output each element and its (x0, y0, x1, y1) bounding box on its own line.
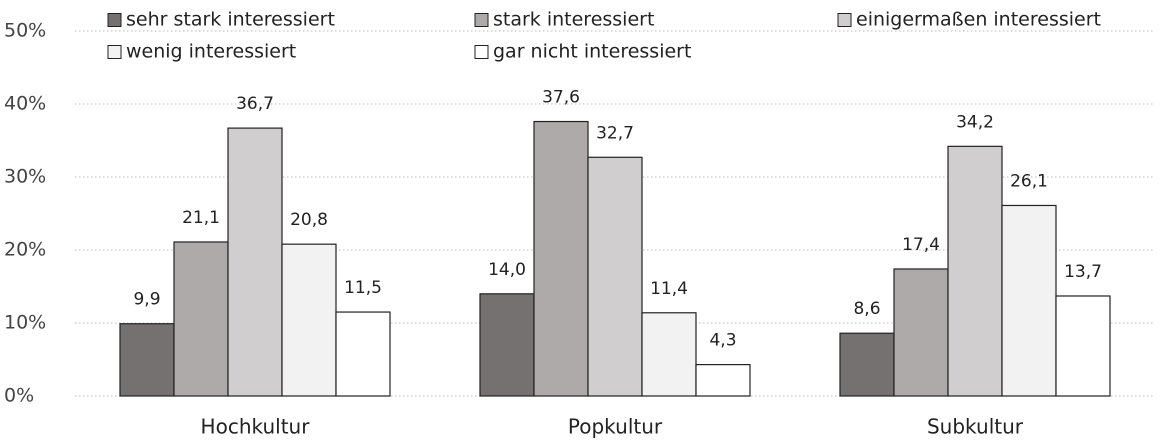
value-label: 37,6 (542, 88, 580, 108)
value-label: 26,1 (1010, 171, 1048, 191)
bar (641, 312, 697, 397)
bar (839, 332, 895, 397)
legend-swatch (107, 45, 122, 59)
y-tick-label: 20% (4, 239, 46, 261)
value-label: 11,4 (650, 279, 688, 299)
value-label: 20,8 (290, 210, 328, 230)
y-tick-label: 0% (4, 385, 34, 407)
value-label: 13,7 (1064, 262, 1102, 282)
bar (533, 120, 589, 397)
y-tick-label: 30% (4, 166, 46, 188)
value-label: 32,7 (596, 123, 634, 143)
bar (587, 156, 643, 397)
legend-label: sehr stark interessiert (126, 9, 335, 31)
bar (947, 145, 1003, 397)
value-label: 36,7 (236, 94, 274, 114)
bar (281, 243, 337, 397)
bar (695, 364, 751, 397)
x-tick-label: Subkultur (927, 415, 1024, 439)
value-label: 17,4 (902, 235, 940, 255)
bar (173, 241, 229, 397)
bar (119, 323, 175, 397)
legend-label: stark interessiert (493, 9, 654, 31)
legend-swatch (837, 13, 852, 27)
bar (227, 127, 283, 397)
bar (479, 293, 535, 397)
x-tick-label: Hochkultur (201, 415, 311, 439)
value-label: 34,2 (956, 112, 994, 132)
legend-label: einigermaßen interessiert (856, 9, 1101, 31)
value-label: 9,9 (133, 290, 160, 310)
legend-swatch (474, 13, 489, 27)
value-label: 14,0 (488, 260, 526, 280)
legend-swatch (474, 45, 489, 59)
value-label: 21,1 (182, 208, 220, 228)
legend-label: gar nicht interessiert (493, 41, 691, 63)
legend-swatch (107, 13, 122, 27)
y-tick-label: 10% (4, 312, 46, 334)
x-tick-label: Popkultur (568, 415, 663, 439)
y-tick-label: 40% (4, 93, 46, 115)
bar (335, 311, 391, 397)
value-label: 11,5 (344, 278, 382, 298)
bar (1001, 204, 1057, 397)
value-label: 4,3 (709, 331, 736, 351)
value-label: 8,6 (853, 299, 880, 319)
legend-label: wenig interessiert (126, 41, 296, 63)
bar (893, 268, 949, 397)
y-tick-label: 50% (4, 20, 46, 42)
bar (1055, 295, 1111, 397)
